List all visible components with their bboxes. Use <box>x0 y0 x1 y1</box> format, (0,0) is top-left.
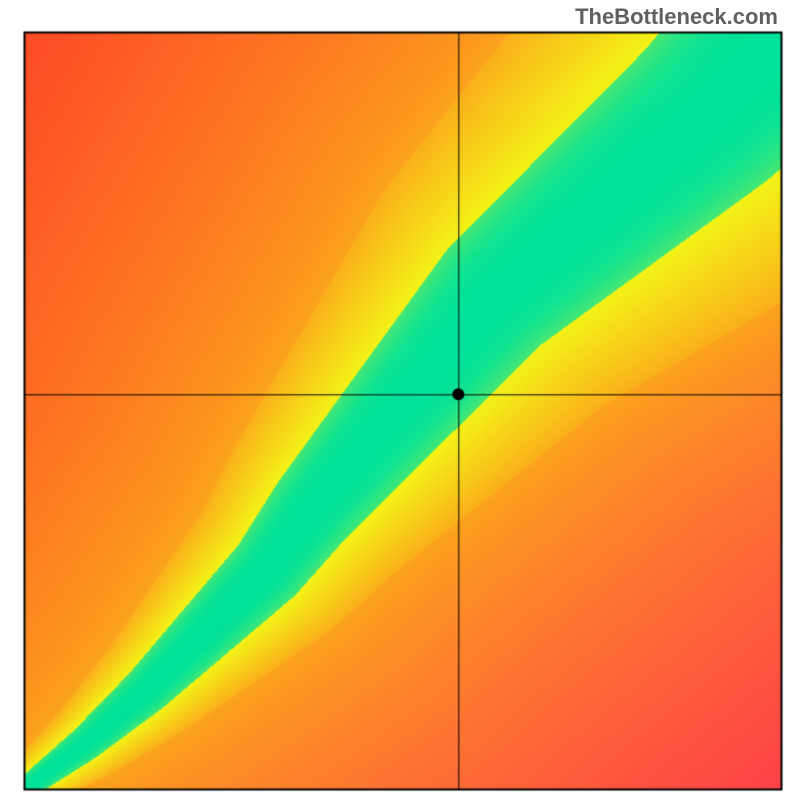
chart-container: TheBottleneck.com <box>0 0 800 800</box>
bottleneck-heatmap <box>0 0 800 800</box>
watermark-text: TheBottleneck.com <box>575 4 778 30</box>
